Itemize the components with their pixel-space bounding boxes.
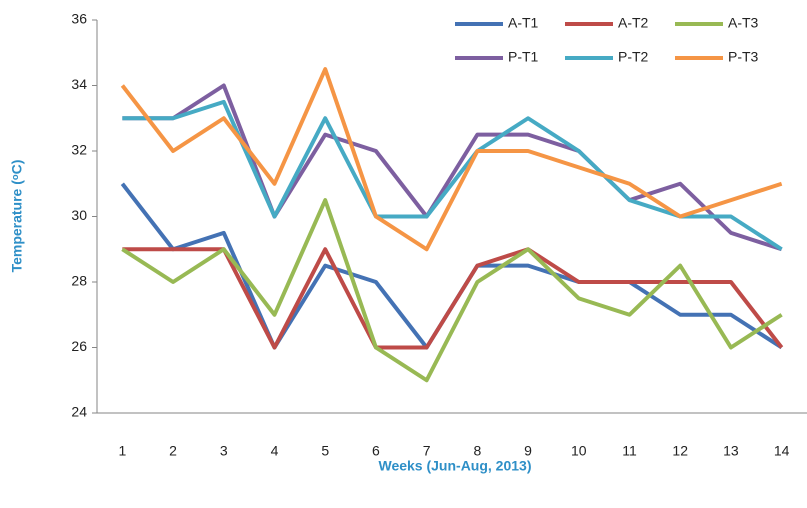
legend-label: P-T3 xyxy=(728,49,759,65)
x-tick-label: 13 xyxy=(723,443,739,459)
legend-label: P-T2 xyxy=(618,49,649,65)
legend-label: P-T1 xyxy=(508,49,539,65)
series-line xyxy=(122,247,784,350)
y-tick-label: 28 xyxy=(71,273,87,289)
legend-label: A-T3 xyxy=(728,15,759,31)
series-line xyxy=(122,99,783,251)
x-tick-label: 3 xyxy=(220,443,228,459)
series-line xyxy=(120,182,783,350)
x-tick-label: 4 xyxy=(271,443,279,459)
series-line xyxy=(121,198,783,383)
series-line xyxy=(122,83,783,252)
x-tick-label: 9 xyxy=(524,443,532,459)
x-tick-label: 8 xyxy=(473,443,481,459)
y-tick-label: 24 xyxy=(71,404,87,420)
series-line xyxy=(120,67,783,252)
y-tick-label: 26 xyxy=(71,338,87,354)
x-tick-label: 6 xyxy=(372,443,380,459)
x-tick-label: 2 xyxy=(169,443,177,459)
y-axis-title: Temperature (ᵒC) xyxy=(9,160,25,273)
y-tick-label: 34 xyxy=(71,76,87,92)
x-tick-label: 7 xyxy=(423,443,431,459)
y-tick-label: 36 xyxy=(71,11,87,27)
x-tick-label: 5 xyxy=(321,443,329,459)
x-tick-label: 1 xyxy=(118,443,126,459)
x-axis-title: Weeks (Jun-Aug, 2013) xyxy=(378,458,531,474)
x-tick-label: 10 xyxy=(571,443,587,459)
x-tick-label: 11 xyxy=(622,443,637,459)
legend-label: A-T1 xyxy=(508,15,539,31)
x-tick-label: 14 xyxy=(774,443,790,459)
y-tick-label: 30 xyxy=(71,207,87,223)
legend-label: A-T2 xyxy=(618,15,649,31)
y-tick-label: 32 xyxy=(71,142,87,158)
x-tick-label: 12 xyxy=(672,443,688,459)
